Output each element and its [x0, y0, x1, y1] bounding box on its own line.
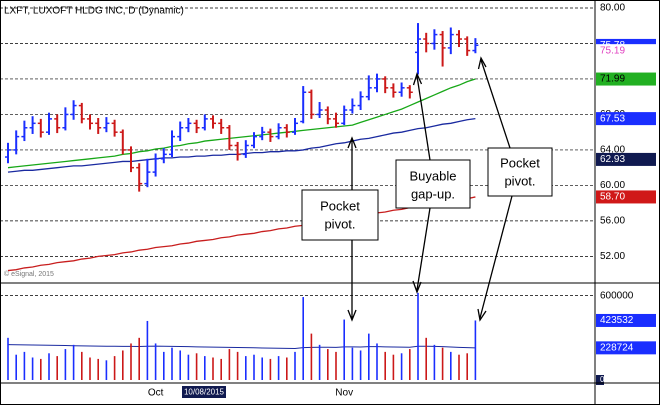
moving-average	[7, 117, 476, 173]
arrow	[477, 56, 511, 149]
volume-label: 228724	[600, 342, 634, 353]
copyright: © eSignal, 2015	[4, 270, 54, 278]
cursor-date-box	[182, 386, 226, 398]
x-tick-label: Nov	[335, 388, 353, 399]
price-label-box	[596, 152, 656, 166]
arrow	[347, 240, 357, 322]
y2-tick-label: 0	[600, 375, 605, 384]
y-tick-label: 64.00	[600, 145, 625, 156]
y-tick-label: 52.00	[600, 251, 625, 262]
chart-title: LXFT, LUXOFT HLDG INC, D (Dynamic)	[4, 6, 184, 17]
x-tick-label: Oct	[148, 388, 164, 399]
annotation-box	[301, 189, 379, 241]
annotation: Pocket pivot.	[301, 136, 379, 322]
y-tick-label: 60.00	[600, 180, 625, 191]
moving-average	[7, 196, 476, 272]
volume-label: 423532	[600, 315, 634, 326]
annotation: Pocket pivot.	[477, 56, 553, 322]
annotation-text: Pocket	[500, 155, 540, 170]
annotation: Buyable gap-up.	[395, 72, 471, 294]
y-tick-label: 80.00	[600, 3, 625, 14]
price-label: 75.19	[600, 45, 625, 56]
price-label: 71.99	[600, 74, 625, 85]
arrow	[412, 72, 431, 161]
moving-average	[7, 78, 476, 169]
price-label-box	[596, 44, 656, 58]
annotation-text: gap-up.	[411, 186, 455, 201]
annotation-box	[395, 159, 471, 209]
arrow	[477, 195, 513, 322]
annotation-text: Pocket	[320, 198, 360, 213]
price-label-box	[596, 112, 656, 126]
volume-label-box	[596, 341, 656, 355]
plot: 80.0076.0072.0068.0064.0060.0056.0052.00…	[0, 3, 656, 399]
annotation-box	[487, 147, 553, 197]
annotation-text: pivot.	[504, 173, 535, 188]
price-label-box	[596, 72, 656, 86]
price-label: 67.53	[600, 113, 625, 124]
arrow	[412, 207, 431, 294]
y2-tick-label: 600000	[600, 290, 634, 301]
price-label: 58.70	[600, 192, 625, 203]
y-tick-label: 56.00	[600, 216, 625, 227]
annotation-text: pivot.	[324, 216, 355, 231]
annotation-text: Buyable	[410, 168, 457, 183]
volume-average	[7, 344, 476, 350]
tick-label-box	[596, 375, 604, 385]
price-label: 62.93	[600, 154, 625, 165]
price-label-box	[596, 190, 656, 204]
volume-label-box	[596, 313, 656, 327]
arrow	[347, 136, 357, 190]
cursor-date: 10/08/2015	[184, 388, 225, 397]
